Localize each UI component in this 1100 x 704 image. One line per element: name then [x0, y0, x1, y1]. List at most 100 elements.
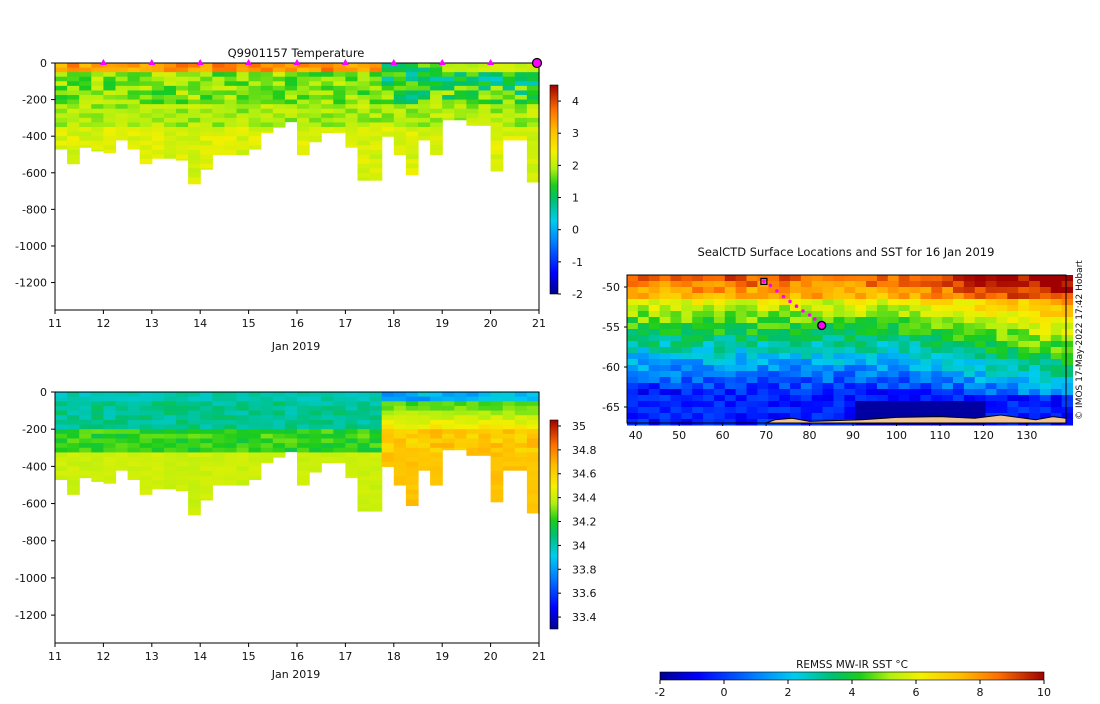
section-cell [502, 429, 516, 435]
sst-cell [985, 353, 997, 360]
sst-cell [1039, 287, 1052, 294]
sst-cell [876, 401, 889, 408]
section-cell [151, 99, 165, 105]
section-cell [55, 466, 68, 472]
section-cell [127, 122, 141, 128]
section-cell [418, 99, 431, 105]
section-cell [79, 466, 92, 472]
sst-cell [833, 335, 845, 342]
sst-cell [692, 281, 704, 288]
section-cell [224, 104, 238, 110]
section-cell [103, 67, 117, 73]
section-cell [309, 76, 322, 82]
section-cell [381, 461, 395, 467]
section-cell [188, 475, 201, 481]
section-cell [188, 81, 201, 87]
sst-cell [768, 413, 780, 420]
sst-cell [931, 317, 943, 324]
section-cell [284, 392, 298, 398]
sst-cell [1039, 413, 1052, 420]
section-cell [151, 85, 165, 92]
section-cell [381, 429, 395, 435]
section-cell [309, 424, 322, 430]
sst-cell [866, 401, 878, 408]
section-cell [514, 81, 528, 87]
sst-cell [1018, 347, 1030, 354]
sst-cell [768, 395, 780, 402]
sst-cell [822, 323, 834, 330]
section-cell [236, 392, 250, 398]
section-cell [260, 424, 274, 430]
section-cell [236, 401, 250, 407]
section-cell [212, 67, 225, 73]
section-cell [357, 67, 371, 73]
section-cell [526, 72, 540, 78]
y-tick-label: -1200 [15, 277, 47, 290]
sst-cell [648, 407, 661, 414]
section-cell [79, 415, 92, 421]
section-cell [139, 489, 153, 495]
section-cell [163, 131, 177, 137]
profile-marker [487, 59, 495, 65]
section-cell [430, 90, 443, 96]
section-cell [369, 489, 383, 495]
section-cell [200, 108, 213, 114]
sst-cell [713, 323, 726, 330]
section-cell [151, 438, 165, 444]
sst-cell [659, 293, 671, 300]
section-cell [79, 72, 92, 78]
section-cell [236, 108, 250, 114]
section-cell [478, 104, 492, 110]
section-cell [418, 113, 431, 119]
sst-cell [920, 383, 932, 390]
section-cell [139, 117, 153, 124]
track-point [768, 283, 773, 288]
sst-cell [637, 359, 650, 366]
section-cell [490, 90, 504, 96]
section-cell [260, 401, 274, 407]
sst-cell [985, 359, 997, 366]
section-cell [224, 108, 238, 114]
section-cell [176, 480, 189, 486]
section-cell [369, 131, 383, 137]
section-cell [526, 85, 540, 92]
sst-cell [1029, 335, 1041, 342]
sst-cell [931, 347, 943, 354]
section-cell [163, 145, 177, 151]
sst-cell [637, 317, 650, 324]
section-cell [405, 76, 419, 82]
section-cell [55, 108, 68, 114]
sst-cell [692, 419, 704, 426]
colorbar-tick-label: 35 [572, 420, 586, 433]
sst-cell [920, 371, 932, 378]
section-cell [176, 438, 189, 444]
sst-cell [713, 353, 726, 360]
section-cell [115, 131, 129, 137]
section-cell [79, 140, 92, 146]
sst-cell [887, 407, 900, 414]
sst-cell [931, 323, 943, 330]
sst-cell [659, 305, 671, 312]
section-cell [357, 145, 371, 151]
section-cell [115, 424, 129, 430]
sst-cell [724, 413, 737, 420]
section-cell [115, 438, 129, 444]
section-cell [212, 99, 225, 105]
section-cell [103, 415, 117, 421]
section-cell [176, 90, 189, 96]
section-cell [284, 405, 298, 412]
section-cell [333, 438, 346, 444]
sst-cell [681, 359, 693, 366]
sst-colorbar-panel: REMSS MW-IR SST °C -2 0 2 4 6 8 10 [655, 659, 1051, 699]
section-cell [163, 117, 177, 124]
section-cell [418, 415, 431, 421]
sst-cell [1018, 389, 1030, 396]
sst-cell [974, 383, 987, 390]
sst-cell [1018, 335, 1030, 342]
track-point [813, 317, 817, 321]
section-cell [151, 90, 165, 96]
section-cell [297, 410, 310, 416]
section-cell [55, 401, 68, 407]
section-cell [151, 117, 165, 124]
section-cell [490, 405, 504, 412]
